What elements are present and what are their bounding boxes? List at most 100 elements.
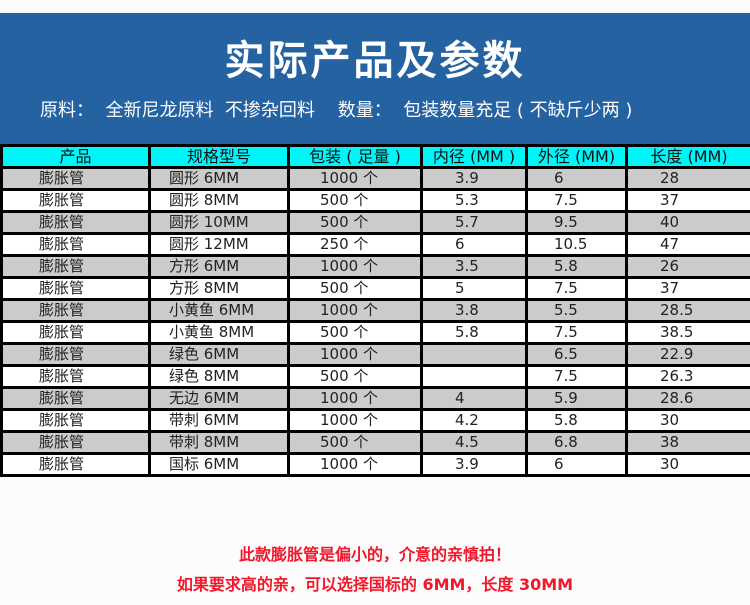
cell-inner-diameter: 5.8 (420, 320, 528, 345)
cell-product: 膨胀管 (0, 166, 151, 191)
cell-model: 圆形 10MM (148, 210, 290, 235)
cell-product: 膨胀管 (0, 408, 151, 433)
cell-product: 膨胀管 (0, 232, 151, 257)
cell-inner-diameter: 5 (420, 276, 528, 301)
cell-product: 膨胀管 (0, 210, 151, 235)
cell-length: 28.6 (625, 386, 750, 411)
cell-model: 小黄鱼 8MM (148, 320, 290, 345)
cell-inner-diameter (420, 364, 528, 389)
cell-outer-diameter: 6.8 (525, 430, 628, 455)
cell-package: 500 个 (287, 430, 423, 455)
cell-product: 膨胀管 (0, 430, 151, 455)
cell-length: 22.9 (625, 342, 750, 367)
cell-length: 26.3 (625, 364, 750, 389)
table-row: 膨胀管 圆形 8MM 500 个 5.3 7.5 37 (0, 188, 750, 213)
column-header-inner-diameter: 内径 (MM ) (420, 144, 528, 169)
cell-model: 绿色 6MM (148, 342, 290, 367)
cell-package: 500 个 (287, 188, 423, 213)
cell-product: 膨胀管 (0, 386, 151, 411)
column-header-outer-diameter: 外径 (MM) (525, 144, 628, 169)
cell-package: 1000 个 (287, 298, 423, 323)
cell-model: 圆形 6MM (148, 166, 290, 191)
cell-product: 膨胀管 (0, 298, 151, 323)
header-banner (0, 13, 750, 145)
cell-model: 小黄鱼 6MM (148, 298, 290, 323)
cell-package: 500 个 (287, 364, 423, 389)
warning-note-line2: 如果要求高的亲，可以选择国标的 6MM，长度 30MM (176, 575, 574, 594)
table-row: 膨胀管 圆形 12MM 250 个 6 10.5 47 (0, 232, 750, 257)
column-header-package: 包装 ( 足量 ) (287, 144, 423, 169)
cell-product: 膨胀管 (0, 188, 151, 213)
cell-outer-diameter: 6 (525, 166, 628, 191)
table-row: 膨胀管 小黄鱼 8MM 500 个 5.8 7.5 38.5 (0, 320, 750, 345)
table-row: 膨胀管 圆形 6MM 1000 个 3.9 6 28 (0, 166, 750, 191)
cell-package: 500 个 (287, 320, 423, 345)
cell-package: 1000 个 (287, 166, 423, 191)
cell-inner-diameter: 4.5 (420, 430, 528, 455)
cell-outer-diameter: 6 (525, 452, 628, 477)
cell-product: 膨胀管 (0, 452, 151, 477)
cell-outer-diameter: 5.8 (525, 408, 628, 433)
cell-length: 47 (625, 232, 750, 257)
cell-outer-diameter: 10.5 (525, 232, 628, 257)
cell-package: 1000 个 (287, 254, 423, 279)
table-row: 膨胀管 带刺 8MM 500 个 4.5 6.8 38 (0, 430, 750, 455)
table-row: 膨胀管 国标 6MM 1000 个 3.9 6 30 (0, 452, 750, 477)
cell-package: 250 个 (287, 232, 423, 257)
cell-length: 26 (625, 254, 750, 279)
cell-model: 绿色 8MM (148, 364, 290, 389)
cell-outer-diameter: 5.8 (525, 254, 628, 279)
table-row: 膨胀管 圆形 10MM 500 个 5.7 9.5 40 (0, 210, 750, 235)
cell-model: 带刺 6MM (148, 408, 290, 433)
cell-inner-diameter: 3.9 (420, 452, 528, 477)
cell-length: 37 (625, 188, 750, 213)
cell-length: 28.5 (625, 298, 750, 323)
cell-outer-diameter: 7.5 (525, 276, 628, 301)
spec-table: 产品 规格型号 包装 ( 足量 ) 内径 (MM ) 外径 (MM) 长度 (M… (0, 144, 750, 477)
cell-product: 膨胀管 (0, 364, 151, 389)
cell-inner-diameter: 3.9 (420, 166, 528, 191)
cell-length: 38 (625, 430, 750, 455)
table-row: 膨胀管 绿色 6MM 1000 个 6.5 22.9 (0, 342, 750, 367)
cell-length: 30 (625, 408, 750, 433)
cell-model: 方形 8MM (148, 276, 290, 301)
cell-outer-diameter: 7.5 (525, 364, 628, 389)
cell-length: 28 (625, 166, 750, 191)
cell-product: 膨胀管 (0, 276, 151, 301)
cell-product: 膨胀管 (0, 342, 151, 367)
cell-outer-diameter: 5.9 (525, 386, 628, 411)
cell-outer-diameter: 6.5 (525, 342, 628, 367)
cell-inner-diameter: 6 (420, 232, 528, 257)
cell-package: 500 个 (287, 276, 423, 301)
column-header-product: 产品 (0, 144, 151, 169)
cell-model: 方形 6MM (148, 254, 290, 279)
cell-inner-diameter: 3.8 (420, 298, 528, 323)
cell-model: 无边 6MM (148, 386, 290, 411)
cell-package: 500 个 (287, 210, 423, 235)
table-row: 膨胀管 带刺 6MM 1000 个 4.2 5.8 30 (0, 408, 750, 433)
cell-model: 圆形 8MM (148, 188, 290, 213)
cell-length: 38.5 (625, 320, 750, 345)
cell-package: 1000 个 (287, 386, 423, 411)
cell-model: 圆形 12MM (148, 232, 290, 257)
cell-package: 1000 个 (287, 452, 423, 477)
page-title: 实际产品及参数 (224, 38, 526, 84)
table-row: 膨胀管 方形 8MM 500 个 5 7.5 37 (0, 276, 750, 301)
column-header-model: 规格型号 (148, 144, 290, 169)
cell-model: 带刺 8MM (148, 430, 290, 455)
cell-inner-diameter: 3.5 (420, 254, 528, 279)
cell-inner-diameter: 5.3 (420, 188, 528, 213)
cell-package: 1000 个 (287, 408, 423, 433)
table-row: 膨胀管 方形 6MM 1000 个 3.5 5.8 26 (0, 254, 750, 279)
cell-inner-diameter (420, 342, 528, 367)
cell-outer-diameter: 9.5 (525, 210, 628, 235)
cell-product: 膨胀管 (0, 254, 151, 279)
warning-note-line1: 此款膨胀管是偏小的，介意的亲慎拍！ (238, 545, 511, 564)
cell-product: 膨胀管 (0, 320, 151, 345)
cell-outer-diameter: 5.5 (525, 298, 628, 323)
column-header-length: 长度 (MM) (625, 144, 750, 169)
table-row: 膨胀管 无边 6MM 1000 个 4 5.9 28.6 (0, 386, 750, 411)
cell-inner-diameter: 4.2 (420, 408, 528, 433)
cell-package: 1000 个 (287, 342, 423, 367)
cell-model: 国标 6MM (148, 452, 290, 477)
